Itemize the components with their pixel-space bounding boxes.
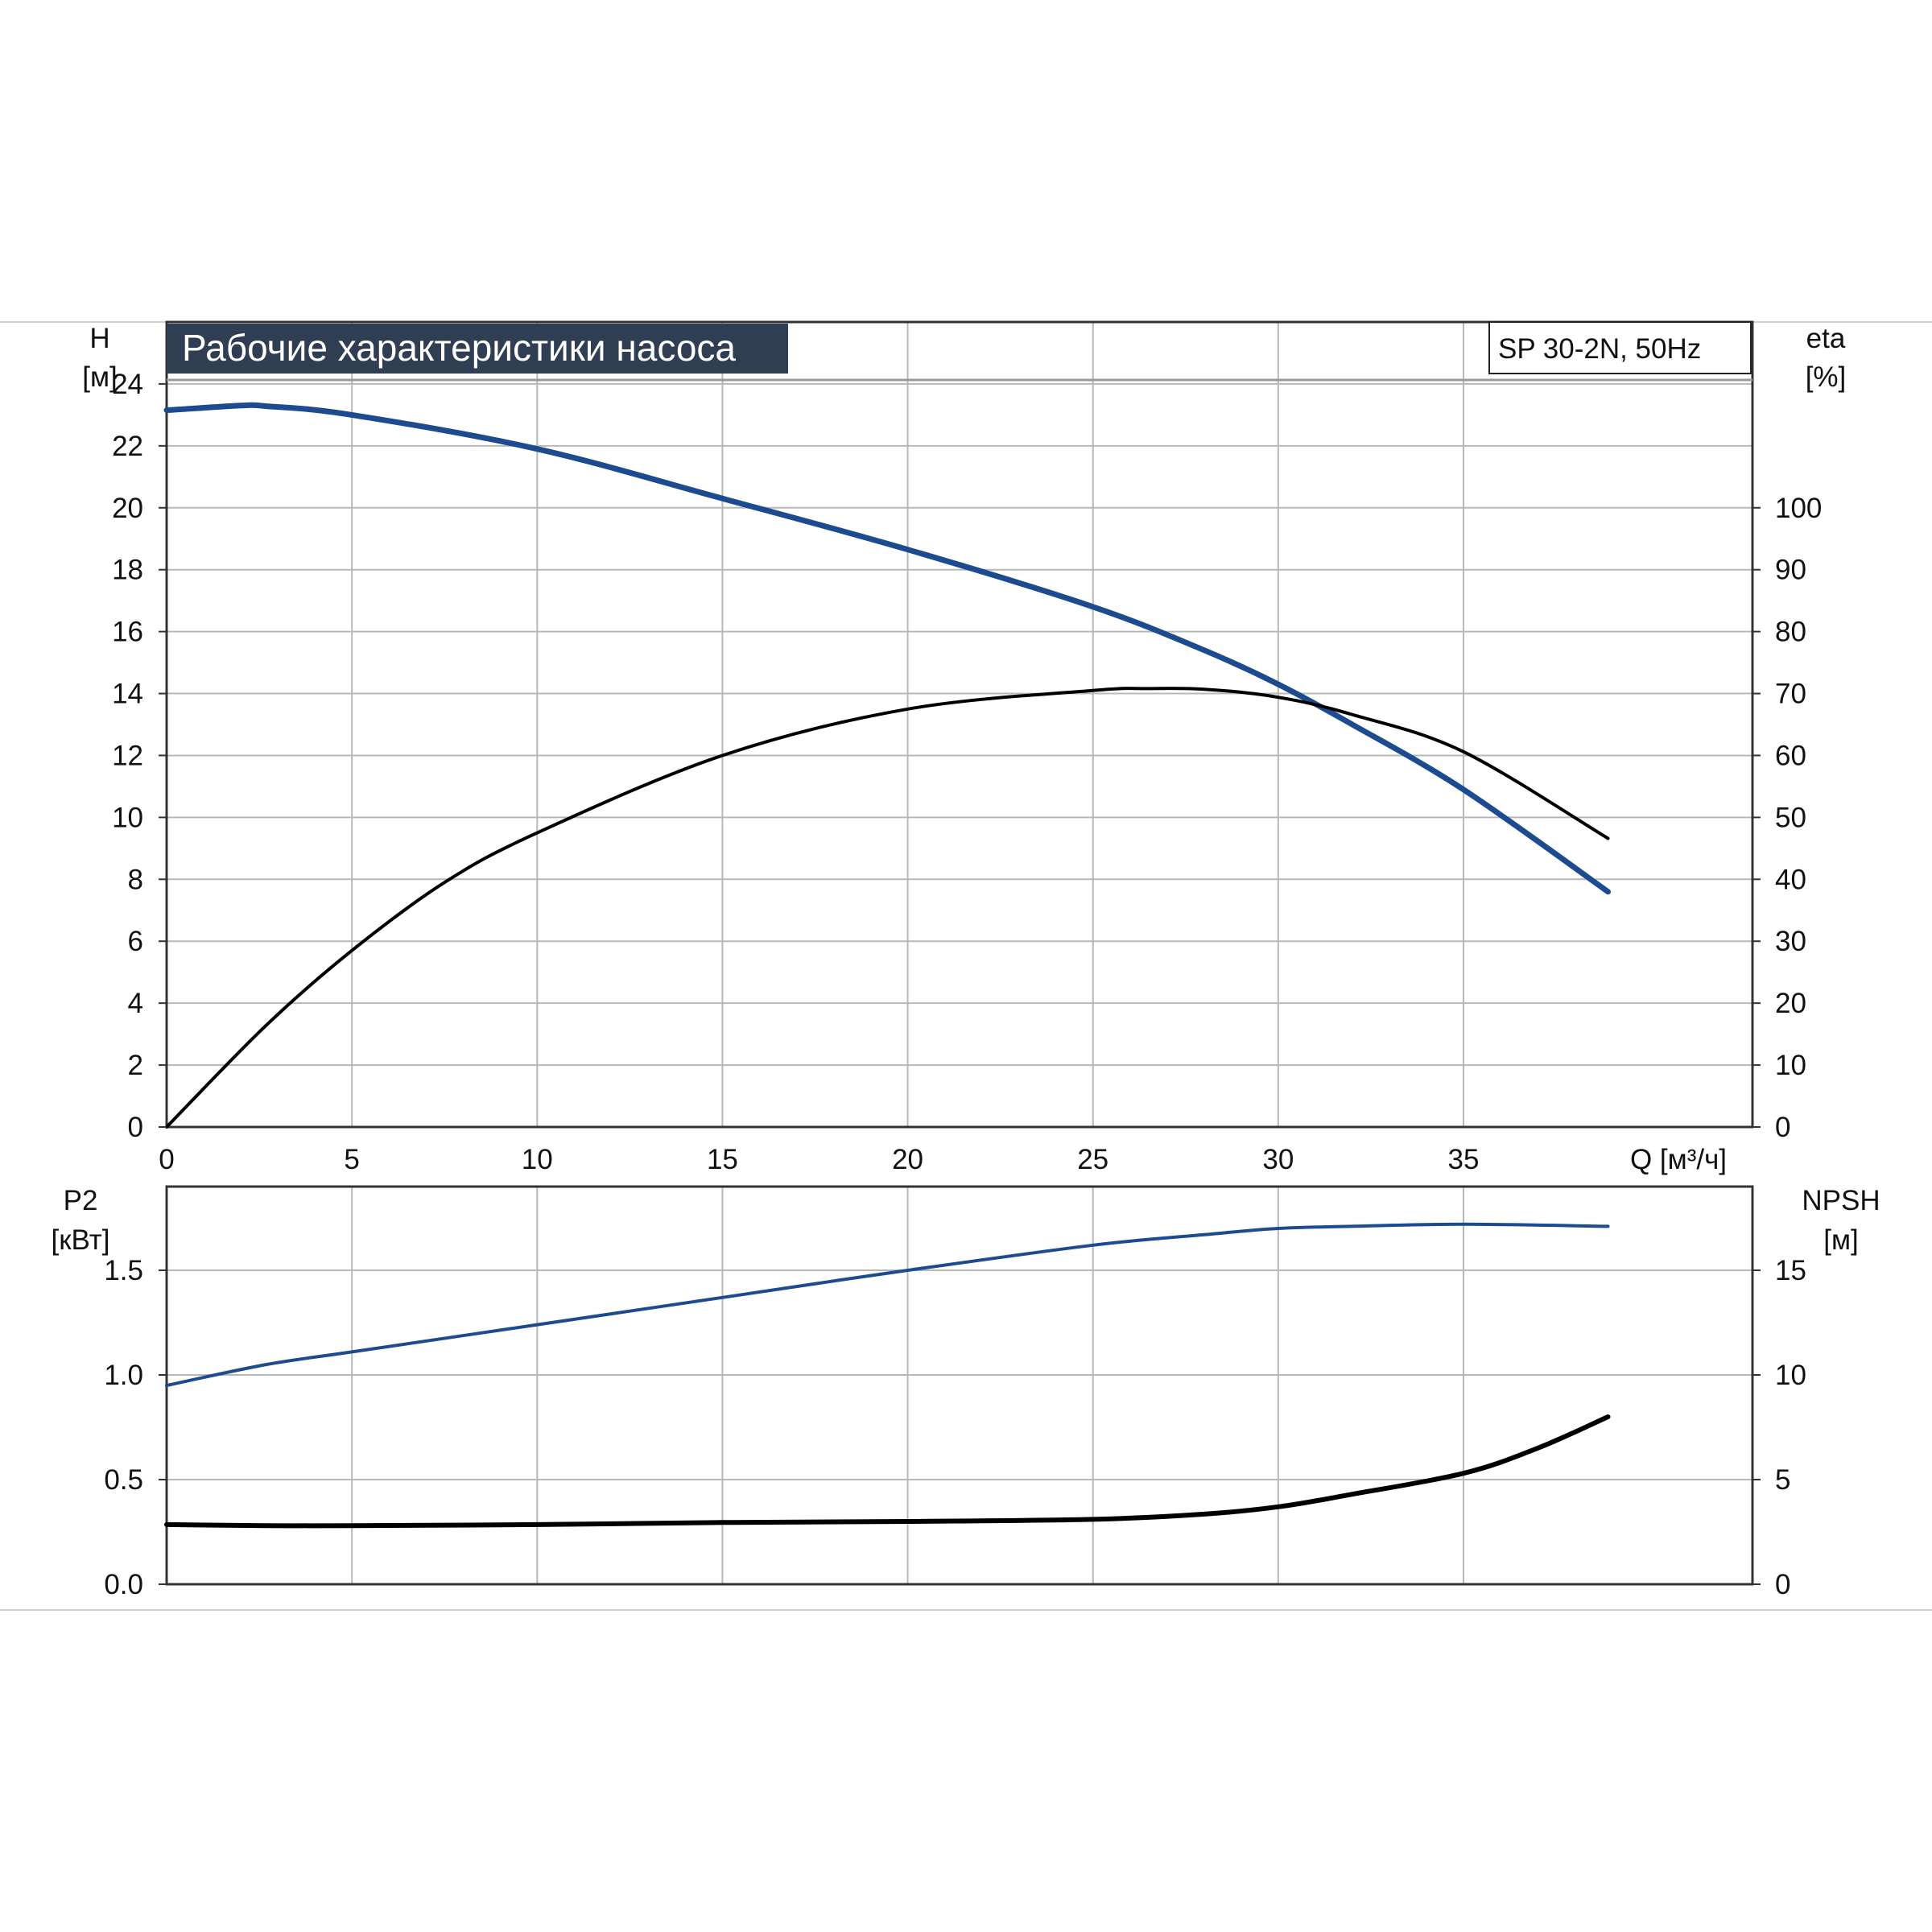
right-tick-label: 20: [1775, 988, 1806, 1019]
x-tick-label: 30: [1262, 1144, 1294, 1175]
left-tick-label: 0: [128, 1112, 143, 1143]
left-tick-label: 12: [112, 740, 143, 771]
left-tick-label: 16: [112, 617, 143, 648]
left-tick-label: 14: [112, 679, 143, 710]
x-tick-label: 25: [1077, 1144, 1108, 1175]
eta-axis-unit: [%]: [1806, 361, 1847, 393]
right-tick-label: 100: [1775, 493, 1822, 524]
p2-axis-unit: [кВт]: [52, 1224, 110, 1256]
left-tick-label: 6: [128, 926, 143, 957]
left-tick-label: 10: [112, 802, 143, 833]
right-tick-label: 90: [1775, 555, 1806, 586]
npsh-axis-label: NPSH: [1802, 1185, 1880, 1216]
right-tick-label: 30: [1775, 926, 1806, 957]
right-tick-label: 5: [1775, 1464, 1790, 1496]
right-tick-label: 15: [1775, 1255, 1806, 1286]
p2-axis-label: P2: [64, 1185, 98, 1216]
left-tick-label: 2: [128, 1050, 143, 1081]
series-line-npsh: [164, 1414, 1611, 1529]
top-ticks-group: 0246810121416182022240102030405060708090…: [112, 369, 1822, 1175]
left-tick-label: 1.0: [104, 1360, 143, 1391]
right-tick-label: 0: [1775, 1569, 1790, 1600]
left-tick-label: 20: [112, 493, 143, 524]
right-tick-label: 80: [1775, 617, 1806, 648]
top-panel: 0246810121416182022240102030405060708090…: [82, 320, 1847, 1175]
left-tick-label: 22: [112, 431, 143, 462]
x-tick-label: 10: [522, 1144, 553, 1175]
left-tick-label: 18: [112, 555, 143, 586]
chart-title: Рабочие характеристики насоса: [182, 327, 736, 369]
right-tick-label: 70: [1775, 679, 1806, 710]
h-axis-label: H: [89, 323, 109, 354]
series-line-p2: [165, 1222, 1610, 1387]
x-tick-label: 20: [892, 1144, 923, 1175]
right-tick-label: 10: [1775, 1360, 1806, 1391]
left-tick-label: 8: [128, 864, 143, 895]
x-tick-label: 35: [1448, 1144, 1480, 1175]
left-tick-label: 4: [128, 988, 143, 1019]
right-tick-label: 40: [1775, 864, 1806, 895]
left-tick-label: 24: [112, 369, 143, 400]
npsh-axis-unit: [м]: [1823, 1224, 1859, 1256]
model-label: SP 30-2N, 50Hz: [1498, 333, 1701, 365]
series-line-eta: [165, 687, 1610, 1129]
x-tick-label: 15: [707, 1144, 738, 1175]
left-tick-label: 0.0: [104, 1569, 143, 1600]
right-tick-label: 0: [1775, 1112, 1790, 1143]
bottom-ticks-group: 0.0 0.5 1.0 1.5 0 5 10 15: [104, 1255, 1806, 1600]
eta-axis-label: eta: [1806, 323, 1846, 354]
right-tick-label: 10: [1775, 1050, 1806, 1081]
chart-title-box: [167, 324, 788, 374]
top-plot-frame: [165, 320, 1754, 1129]
top-grid: [167, 322, 1752, 1127]
right-tick-label: 50: [1775, 802, 1806, 833]
q-axis-label: Q [м³/ч]: [1630, 1144, 1727, 1175]
x-tick-label: 0: [159, 1144, 174, 1175]
left-tick-label: 0.5: [104, 1464, 143, 1496]
right-tick-label: 60: [1775, 740, 1806, 771]
x-tick-label: 5: [344, 1144, 359, 1175]
h-axis-unit: [м]: [82, 361, 118, 393]
model-label-box: [1488, 321, 1752, 374]
left-tick-label: 1.5: [104, 1255, 143, 1286]
bottom-panel: 0.0 0.5 1.0 1.5 0 5 10 15 P2 [кВт] NPSH [м]: [52, 1185, 1880, 1600]
series-line-h: [163, 402, 1611, 895]
top-series-group: [163, 402, 1611, 1129]
bottom-series-group: [164, 1222, 1611, 1529]
